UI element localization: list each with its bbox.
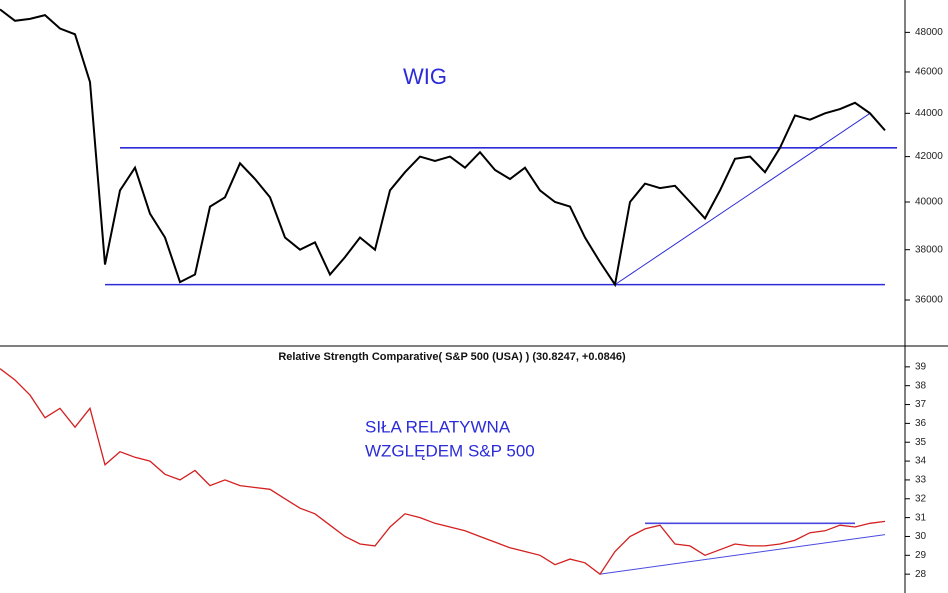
series-line xyxy=(0,8,886,288)
chart-title: WIG xyxy=(403,64,447,89)
annotation: WZGLĘDEM S&P 500 xyxy=(365,441,535,460)
y-tick-label: 30 xyxy=(915,531,927,542)
y-tick-label: 34 xyxy=(915,456,927,467)
annotation: SIŁA RELATYWNA xyxy=(365,417,511,436)
y-tick-label: 38 xyxy=(915,380,927,391)
y-tick-label: 29 xyxy=(915,550,927,561)
series-line xyxy=(0,368,886,576)
y-tick-label: 33 xyxy=(915,475,927,486)
y-tick-label: 38000 xyxy=(915,244,943,255)
y-tick-label: 37 xyxy=(915,399,927,410)
y-tick-label: 40000 xyxy=(915,197,943,208)
trend-line xyxy=(614,112,871,286)
y-tick-label: 44000 xyxy=(915,108,943,119)
y-tick-label: 31 xyxy=(915,512,927,523)
y-tick-label: 36 xyxy=(915,418,927,429)
y-tick-label: 46000 xyxy=(915,67,943,78)
panel-header: Relative Strength Comparative( S&P 500 (… xyxy=(278,351,626,363)
y-tick-label: 36000 xyxy=(915,295,943,306)
y-tick-label: 32 xyxy=(915,493,927,504)
y-tick-label: 35 xyxy=(915,437,927,448)
y-tick-label: 48000 xyxy=(915,27,943,38)
y-tick-label: 28 xyxy=(915,569,927,580)
y-tick-label: 39 xyxy=(915,361,927,372)
y-tick-label: 42000 xyxy=(915,151,943,162)
trend-line xyxy=(599,534,886,575)
